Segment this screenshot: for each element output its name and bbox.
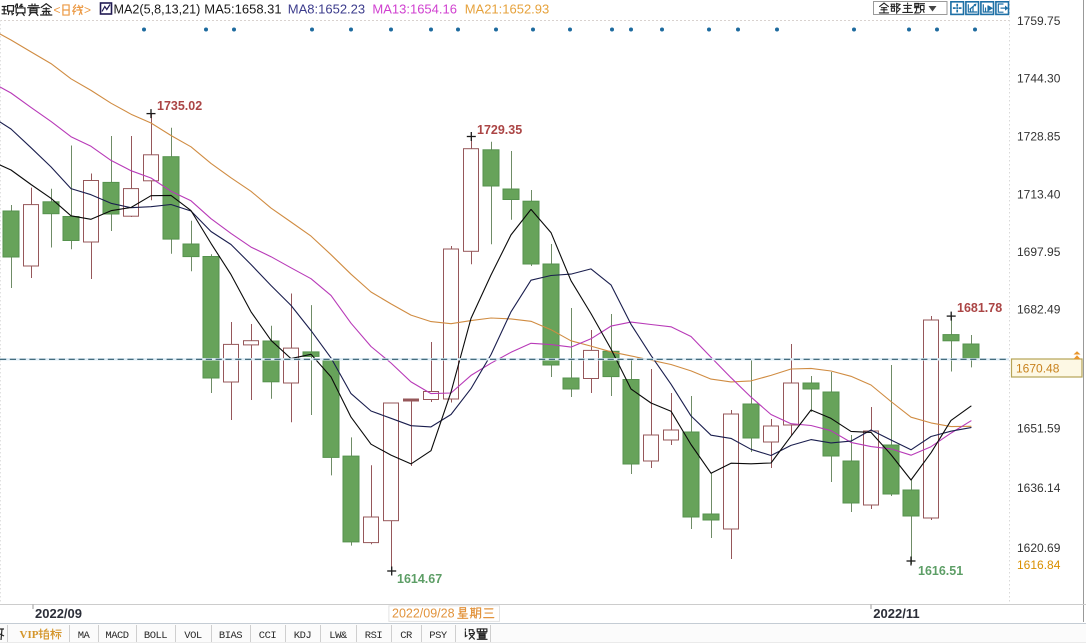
svg-text:MA5:1658.31: MA5:1658.31 <box>204 2 281 17</box>
svg-text:2022/11: 2022/11 <box>873 606 919 621</box>
svg-text:CCI: CCI <box>259 630 277 642</box>
svg-text:MA21:1652.93: MA21:1652.93 <box>465 2 550 17</box>
svg-text:1735.02: 1735.02 <box>157 99 202 113</box>
svg-text:1682.49: 1682.49 <box>1017 303 1061 317</box>
svg-text:1759.75: 1759.75 <box>1017 14 1061 28</box>
svg-text:1681.78: 1681.78 <box>957 301 1002 315</box>
svg-text:VIP: VIP <box>20 629 39 641</box>
svg-text:LW&: LW& <box>329 630 348 642</box>
svg-text:MA2(5,8,13,21): MA2(5,8,13,21) <box>114 3 201 17</box>
svg-text:1616.84: 1616.84 <box>1017 558 1061 572</box>
svg-text:1614.67: 1614.67 <box>397 572 442 586</box>
svg-text:1651.59: 1651.59 <box>1017 422 1061 436</box>
svg-text:BOLL: BOLL <box>144 630 167 642</box>
svg-text:MA8:1652.23: MA8:1652.23 <box>288 2 365 17</box>
svg-text:>: > <box>84 3 91 17</box>
svg-text:1670.48: 1670.48 <box>1016 362 1060 376</box>
svg-text:1729.35: 1729.35 <box>477 123 522 137</box>
svg-text:<: < <box>54 3 61 17</box>
svg-text:MA: MA <box>78 630 91 642</box>
svg-text:MA13:1654.16: MA13:1654.16 <box>372 2 457 17</box>
svg-text:VOL: VOL <box>184 630 202 642</box>
svg-text:MACD: MACD <box>105 630 128 642</box>
svg-text:1636.14: 1636.14 <box>1017 481 1061 495</box>
svg-text:1744.30: 1744.30 <box>1017 72 1061 86</box>
svg-text:1616.51: 1616.51 <box>918 564 963 578</box>
svg-text:PSY: PSY <box>429 630 448 642</box>
svg-text:1728.85: 1728.85 <box>1017 130 1061 144</box>
svg-text:RSI: RSI <box>365 630 383 642</box>
svg-text:2022/09/28: 2022/09/28 <box>392 607 455 621</box>
svg-text:1620.69: 1620.69 <box>1017 541 1061 555</box>
svg-text:1697.95: 1697.95 <box>1017 245 1061 259</box>
svg-text:CR: CR <box>400 630 413 642</box>
svg-text:2022/09: 2022/09 <box>35 606 82 621</box>
svg-text:BIAS: BIAS <box>219 630 242 642</box>
svg-text:1713.40: 1713.40 <box>1017 188 1061 202</box>
svg-text:KDJ: KDJ <box>294 630 312 642</box>
